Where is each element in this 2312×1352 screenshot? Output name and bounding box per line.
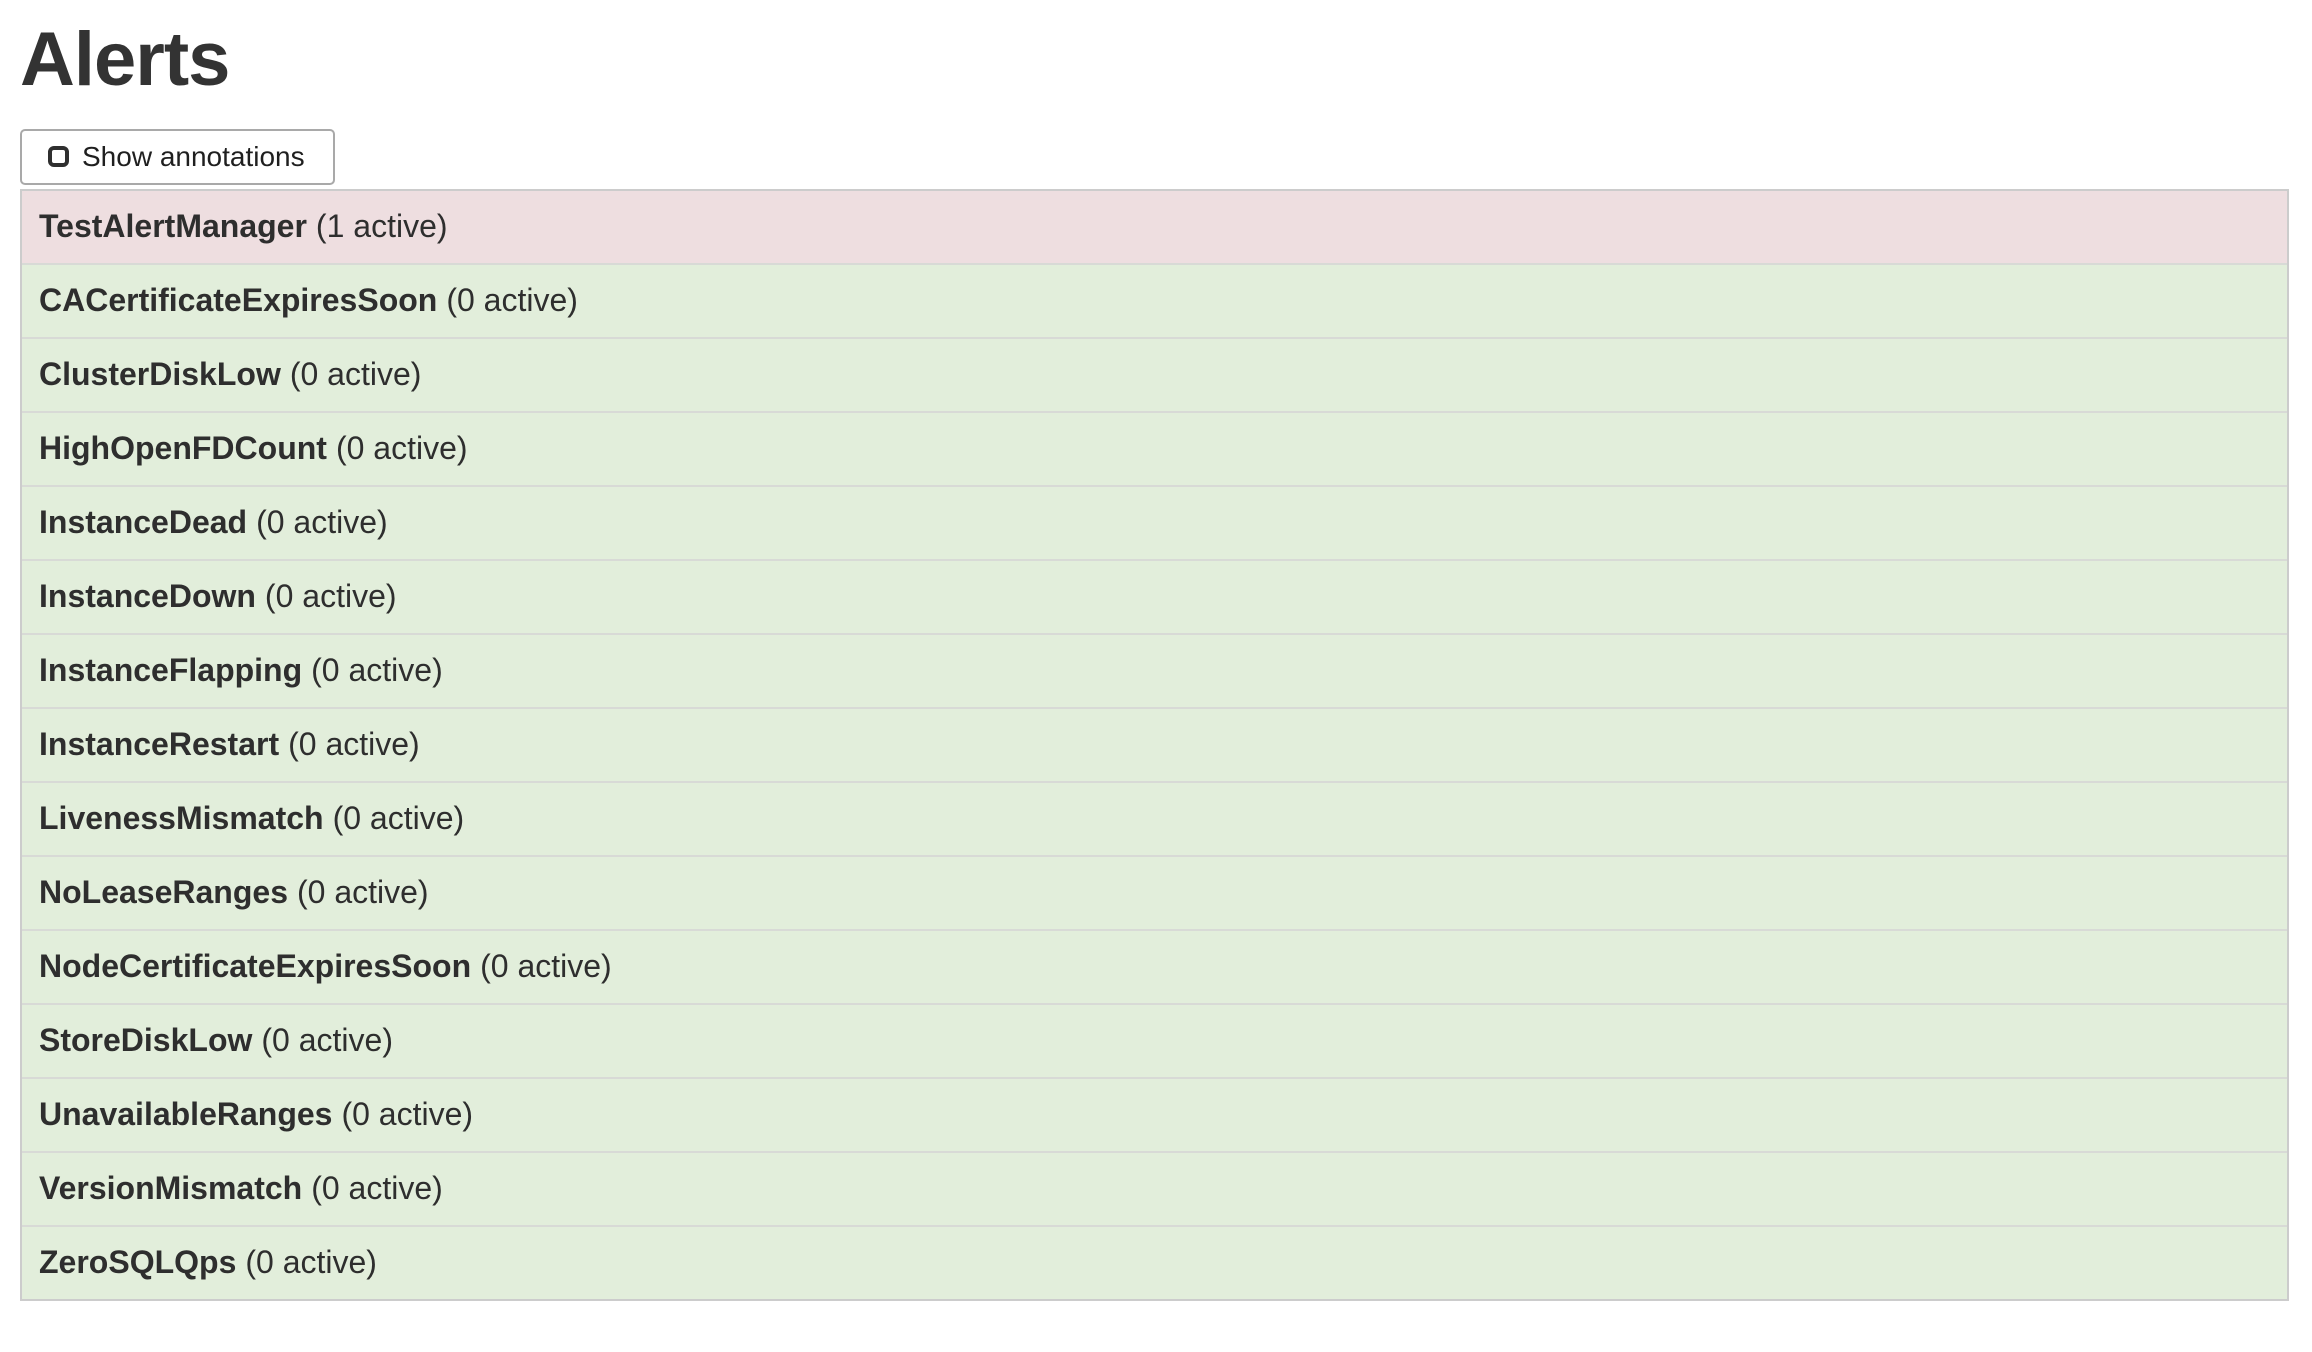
alert-rule-row[interactable]: HighOpenFDCount (0 active) — [22, 410, 2287, 485]
alert-rule-name: InstanceRestart — [39, 726, 280, 763]
alert-rule-row[interactable]: VersionMismatch (0 active) — [22, 1150, 2287, 1225]
alert-rule-name: CACertificateExpiresSoon — [39, 282, 438, 319]
show-annotations-button[interactable]: Show annotations — [20, 128, 335, 185]
alert-rule-name: InstanceDown — [39, 578, 256, 615]
alert-rule-name: ClusterDiskLow — [39, 356, 281, 393]
alert-rule-row[interactable]: TestAlertManager (1 active) — [22, 190, 2287, 263]
alert-active-count: (0 active) — [264, 578, 397, 615]
alert-rule-name: InstanceFlapping — [39, 652, 303, 689]
alert-rule-row[interactable]: LivenessMismatch (0 active) — [22, 780, 2287, 855]
alert-rule-name: VersionMismatch — [39, 1170, 303, 1207]
alerts-page: Alerts Show annotations TestAlertManager… — [0, 17, 2312, 1301]
alert-rule-row[interactable]: NoLeaseRanges (0 active) — [22, 854, 2287, 929]
alert-rule-name: TestAlertManager — [39, 208, 307, 245]
alert-active-count: (0 active) — [288, 726, 420, 763]
alert-rule-name: NodeCertificateExpiresSoon — [39, 948, 472, 985]
alert-active-count: (0 active) — [245, 1244, 377, 1281]
show-annotations-label: Show annotations — [82, 140, 305, 172]
alert-rule-row[interactable]: StoreDiskLow (0 active) — [22, 1002, 2287, 1077]
page-title: Alerts — [20, 17, 230, 102]
alert-active-count: (0 active) — [446, 282, 578, 319]
alert-active-count: (0 active) — [311, 1170, 443, 1207]
alerts-table: TestAlertManager (1 active) CACertificat… — [20, 188, 2289, 1301]
alert-rule-row[interactable]: InstanceDown (0 active) — [22, 558, 2287, 633]
alert-active-count: (0 active) — [296, 874, 429, 911]
alert-rule-row[interactable]: UnavailableRanges (0 active) — [22, 1076, 2287, 1151]
alert-rule-name: LivenessMismatch — [39, 800, 324, 837]
alert-active-count: (0 active) — [335, 430, 468, 467]
alert-active-count: (1 active) — [315, 208, 448, 245]
alert-rule-row[interactable]: InstanceDead (0 active) — [22, 484, 2287, 559]
checkbox-icon[interactable] — [48, 146, 69, 168]
alert-rule-row[interactable]: ClusterDiskLow (0 active) — [22, 336, 2287, 411]
alert-rule-row[interactable]: ZeroSQLQps (0 active) — [22, 1224, 2287, 1299]
alert-rule-row[interactable]: InstanceFlapping (0 active) — [22, 632, 2287, 707]
alert-rule-row[interactable]: CACertificateExpiresSoon (0 active) — [22, 262, 2287, 337]
alert-rule-name: ZeroSQLQps — [39, 1244, 237, 1281]
alert-active-count: (0 active) — [289, 356, 422, 393]
alert-rule-name: NoLeaseRanges — [39, 874, 288, 911]
alert-rule-name: HighOpenFDCount — [39, 430, 327, 467]
alert-rule-name: StoreDiskLow — [39, 1022, 253, 1059]
alert-active-count: (0 active) — [341, 1096, 474, 1133]
alert-active-count: (0 active) — [261, 1022, 393, 1059]
alert-active-count: (0 active) — [311, 652, 443, 689]
alert-active-count: (0 active) — [332, 800, 465, 837]
alert-rule-row[interactable]: NodeCertificateExpiresSoon (0 active) — [22, 928, 2287, 1003]
alert-rule-name: InstanceDead — [39, 504, 248, 541]
alert-active-count: (0 active) — [480, 948, 612, 985]
alert-rule-name: UnavailableRanges — [39, 1096, 333, 1133]
alert-rule-row[interactable]: InstanceRestart (0 active) — [22, 706, 2287, 781]
alert-active-count: (0 active) — [256, 504, 388, 541]
